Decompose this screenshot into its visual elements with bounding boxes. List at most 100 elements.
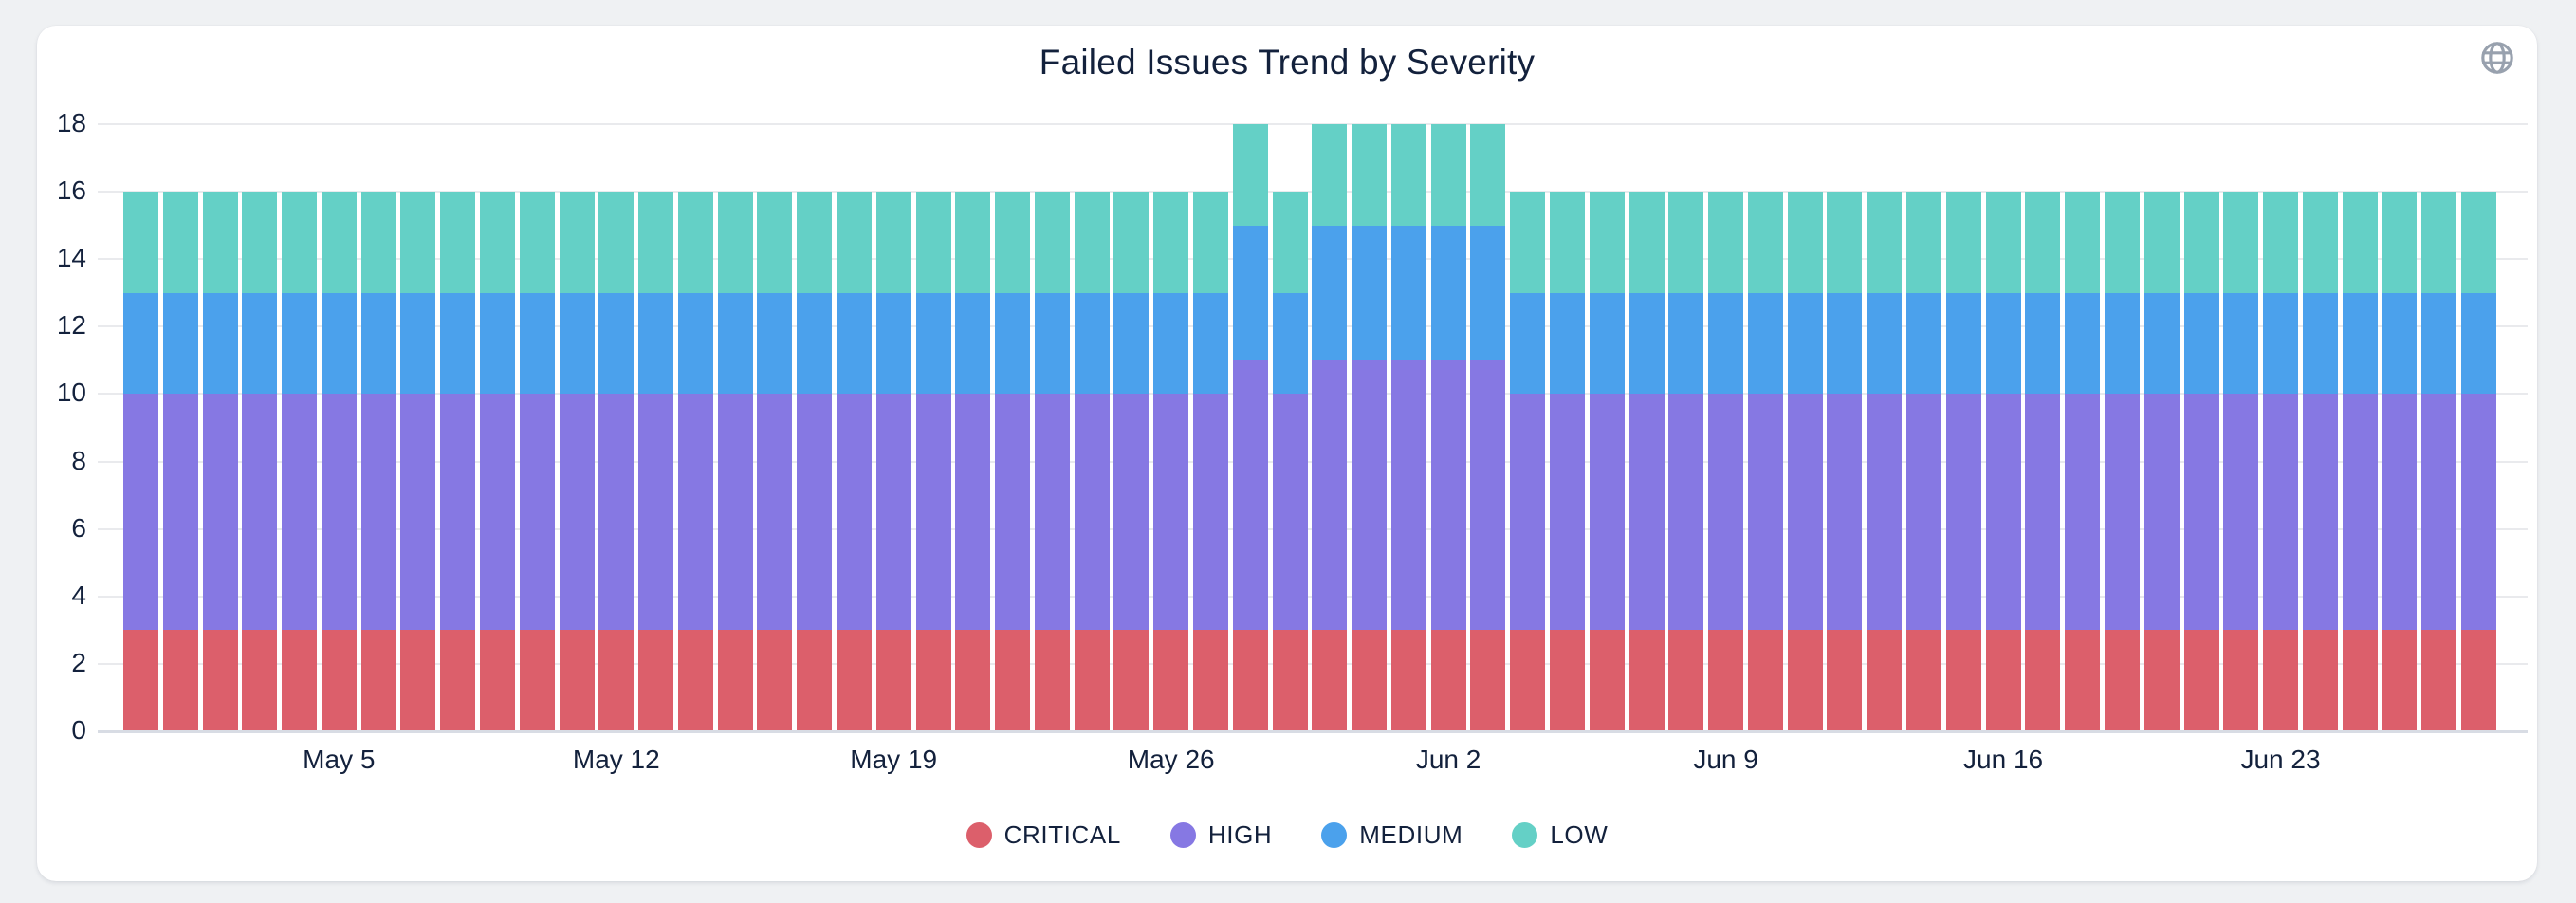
bar-segment-low[interactable] <box>1113 192 1150 293</box>
bar-segment-medium[interactable] <box>242 292 278 395</box>
bar-segment-high[interactable] <box>1985 394 2021 631</box>
bar-segment-critical[interactable] <box>1867 630 1903 731</box>
bar-segment-low[interactable] <box>202 192 238 293</box>
bar-segment-low[interactable] <box>1945 192 1981 293</box>
bar-segment-critical[interactable] <box>955 630 991 731</box>
bar-segment-high[interactable] <box>717 394 753 631</box>
bar-segment-high[interactable] <box>2302 394 2338 631</box>
bar-segment-high[interactable] <box>836 394 872 631</box>
bar-segment-high[interactable] <box>2342 394 2378 631</box>
bar-segment-high[interactable] <box>1668 394 1704 631</box>
bar-segment-critical[interactable] <box>1232 630 1268 731</box>
bar-segment-high[interactable] <box>559 394 595 631</box>
bar-segment-critical[interactable] <box>598 630 635 731</box>
bar-segment-low[interactable] <box>1352 124 1388 226</box>
bar-segment-critical[interactable] <box>2104 630 2140 731</box>
bar-segment-high[interactable] <box>2223 394 2259 631</box>
bar-segment-medium[interactable] <box>1193 292 1228 395</box>
bar-segment-medium[interactable] <box>1945 292 1981 395</box>
bar-segment-critical[interactable] <box>1390 630 1426 731</box>
bar-segment-high[interactable] <box>1906 394 1941 631</box>
bar-segment-high[interactable] <box>2183 394 2219 631</box>
bar-segment-medium[interactable] <box>1272 292 1308 395</box>
bar-segment-high[interactable] <box>1589 394 1625 631</box>
bar-segment-medium[interactable] <box>836 292 872 395</box>
bar-segment-high[interactable] <box>2104 394 2140 631</box>
bar-segment-high[interactable] <box>1867 394 1903 631</box>
bar-segment-critical[interactable] <box>1470 630 1506 731</box>
bar-segment-medium[interactable] <box>1985 292 2021 395</box>
bar-segment-critical[interactable] <box>440 630 476 731</box>
bar-segment-high[interactable] <box>2382 394 2418 631</box>
bar-segment-high[interactable] <box>1232 359 1268 631</box>
bar-segment-medium[interactable] <box>1034 292 1070 395</box>
bar-segment-low[interactable] <box>1272 192 1308 293</box>
bar-segment-high[interactable] <box>1628 394 1665 631</box>
bar-segment-low[interactable] <box>1034 192 1070 293</box>
legend-item-critical[interactable]: CRITICAL <box>966 820 1121 850</box>
bar-segment-high[interactable] <box>875 394 911 631</box>
bar-segment-low[interactable] <box>479 192 515 293</box>
bar-segment-medium[interactable] <box>2065 292 2101 395</box>
bar-segment-high[interactable] <box>162 394 198 631</box>
bar-segment-medium[interactable] <box>2460 292 2496 395</box>
bar-segment-low[interactable] <box>1708 192 1744 293</box>
bar-segment-medium[interactable] <box>122 292 158 395</box>
bar-segment-medium[interactable] <box>995 292 1031 395</box>
bar-segment-low[interactable] <box>2342 192 2378 293</box>
bar-segment-medium[interactable] <box>1589 292 1625 395</box>
bar-segment-critical[interactable] <box>717 630 753 731</box>
bar-segment-high[interactable] <box>1708 394 1744 631</box>
bar-segment-high[interactable] <box>1470 359 1506 631</box>
bar-segment-medium[interactable] <box>1787 292 1823 395</box>
bar-segment-high[interactable] <box>1113 394 1150 631</box>
bar-segment-medium[interactable] <box>2263 292 2298 395</box>
bar-segment-critical[interactable] <box>360 630 396 731</box>
bar-segment-low[interactable] <box>1985 192 2021 293</box>
bar-segment-high[interactable] <box>915 394 951 631</box>
bar-segment-medium[interactable] <box>2223 292 2259 395</box>
bar-segment-low[interactable] <box>1193 192 1228 293</box>
bar-segment-medium[interactable] <box>321 292 357 395</box>
bar-segment-medium[interactable] <box>2104 292 2140 395</box>
bar-segment-critical[interactable] <box>2065 630 2101 731</box>
bar-segment-low[interactable] <box>677 192 713 293</box>
bar-segment-high[interactable] <box>1074 394 1110 631</box>
bar-segment-low[interactable] <box>2144 192 2180 293</box>
bar-segment-low[interactable] <box>321 192 357 293</box>
bar-segment-high[interactable] <box>2263 394 2298 631</box>
bar-segment-low[interactable] <box>2104 192 2140 293</box>
bar-segment-critical[interactable] <box>162 630 198 731</box>
bar-segment-medium[interactable] <box>162 292 198 395</box>
bar-segment-critical[interactable] <box>2302 630 2338 731</box>
bar-segment-low[interactable] <box>519 192 555 293</box>
bar-segment-critical[interactable] <box>479 630 515 731</box>
bar-segment-low[interactable] <box>122 192 158 293</box>
bar-segment-high[interactable] <box>242 394 278 631</box>
legend-item-high[interactable]: HIGH <box>1169 820 1272 850</box>
bar-segment-low[interactable] <box>162 192 198 293</box>
bar-segment-high[interactable] <box>797 394 833 631</box>
bar-segment-low[interactable] <box>360 192 396 293</box>
bar-segment-low[interactable] <box>1390 124 1426 226</box>
bar-segment-high[interactable] <box>1945 394 1981 631</box>
bar-segment-medium[interactable] <box>559 292 595 395</box>
bar-segment-medium[interactable] <box>1906 292 1941 395</box>
bar-segment-critical[interactable] <box>2263 630 2298 731</box>
bar-segment-critical[interactable] <box>1668 630 1704 731</box>
bar-segment-critical[interactable] <box>1906 630 1941 731</box>
bar-segment-critical[interactable] <box>638 630 673 731</box>
bar-segment-critical[interactable] <box>202 630 238 731</box>
bar-segment-low[interactable] <box>717 192 753 293</box>
bar-segment-low[interactable] <box>1074 192 1110 293</box>
bar-segment-high[interactable] <box>995 394 1031 631</box>
bar-segment-medium[interactable] <box>1867 292 1903 395</box>
bar-segment-medium[interactable] <box>440 292 476 395</box>
bar-segment-medium[interactable] <box>677 292 713 395</box>
bar-segment-critical[interactable] <box>1430 630 1466 731</box>
bar-segment-low[interactable] <box>1589 192 1625 293</box>
bar-segment-critical[interactable] <box>2342 630 2378 731</box>
bar-segment-low[interactable] <box>1430 124 1466 226</box>
bar-segment-low[interactable] <box>2382 192 2418 293</box>
bar-segment-low[interactable] <box>1747 192 1783 293</box>
